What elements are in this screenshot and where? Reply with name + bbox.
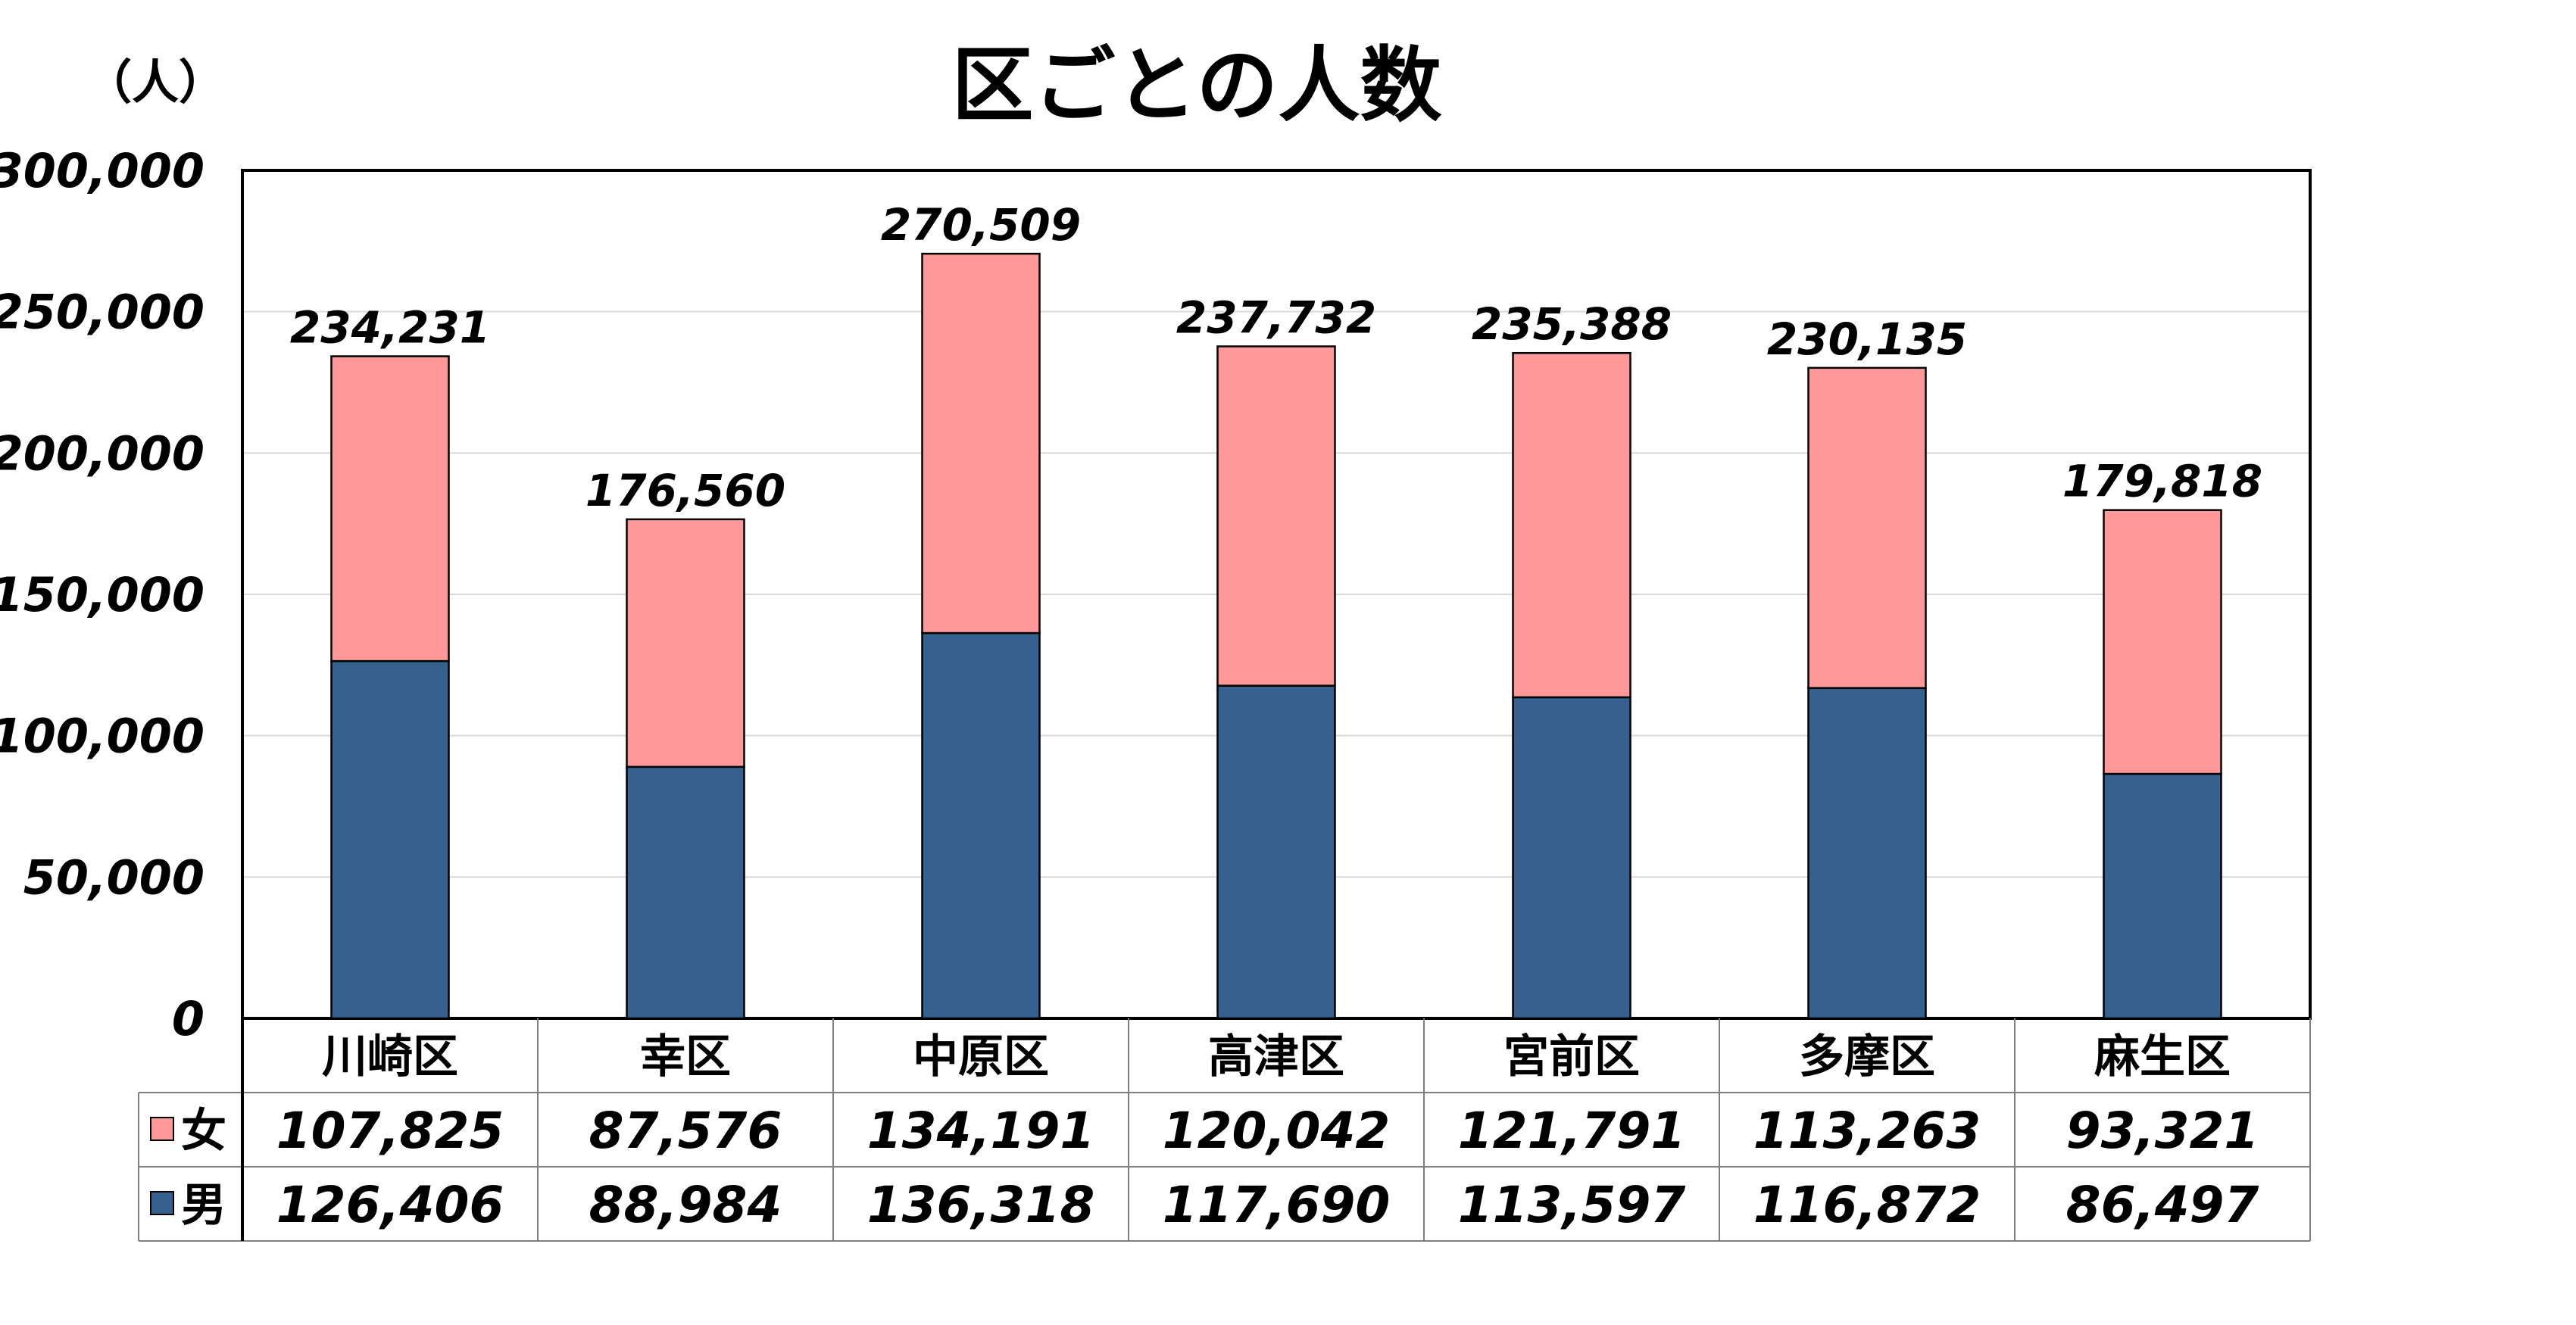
bar-female — [1216, 345, 1336, 687]
legend-swatch-female — [150, 1117, 174, 1141]
bar-male — [1512, 696, 1631, 1020]
total-label: 234,231 — [290, 302, 490, 354]
bar-male — [921, 631, 1041, 1020]
table-cell-value: 107,825 — [276, 1102, 504, 1160]
total-labels: 234,231 176,560 270,509 237,732 235,388 230,1… — [290, 199, 2262, 516]
category-label: 川崎区 — [322, 1030, 458, 1083]
legend-label-female: 女 — [181, 1105, 226, 1158]
table-cell-value: 136,318 — [867, 1176, 1095, 1234]
y-tick-label: 200,000 — [0, 426, 205, 481]
table-cell-value: 121,791 — [1458, 1102, 1686, 1160]
y-axis-unit-label: （人） — [85, 55, 226, 110]
total-label: 179,818 — [2062, 456, 2262, 507]
table-cell-value: 113,597 — [1458, 1176, 1686, 1234]
bar-male — [2103, 772, 2222, 1020]
table-cell-value: 113,263 — [1753, 1102, 1981, 1160]
category-label: 麻生区 — [2094, 1030, 2231, 1083]
category-label: 中原区 — [913, 1030, 1049, 1083]
bar-male — [626, 765, 745, 1020]
table-cell-value: 87,576 — [589, 1102, 782, 1160]
y-tick-label: 50,000 — [23, 850, 205, 905]
legend-swatch-male — [150, 1191, 174, 1215]
table-cell-value: 134,191 — [867, 1102, 1095, 1160]
y-axis-ticks: 0 50,000 100,000 150,000 200,000 250,000 300,0… — [0, 143, 205, 1046]
y-tick-label: 250,000 — [0, 285, 205, 340]
category-label: 幸区 — [640, 1030, 731, 1083]
category-label: 宮前区 — [1503, 1030, 1640, 1083]
category-label: 多摩区 — [1799, 1030, 1935, 1083]
table-cell-value: 120,042 — [1163, 1102, 1391, 1160]
bar-male — [1216, 684, 1336, 1020]
total-label: 235,388 — [1472, 298, 1672, 350]
bar-female — [2103, 509, 2222, 775]
bar-female — [1807, 366, 1927, 689]
bar-male — [330, 659, 450, 1020]
chart-title: 区ごとの人数 — [952, 39, 1442, 133]
table-cell-value: 93,321 — [2066, 1102, 2259, 1160]
legend-label-male: 男 — [181, 1179, 226, 1232]
bar-female — [330, 355, 450, 662]
table-cell-value: 117,690 — [1163, 1176, 1391, 1234]
total-label: 237,732 — [1176, 292, 1376, 343]
total-label: 270,509 — [881, 199, 1081, 251]
category-label: 高津区 — [1208, 1030, 1344, 1083]
bar-female — [1512, 351, 1631, 699]
table-cell-value: 88,984 — [589, 1176, 782, 1234]
bar-female — [921, 252, 1041, 634]
total-label: 176,560 — [585, 465, 785, 516]
bar-male — [1807, 687, 1927, 1020]
total-label: 230,135 — [1767, 313, 1967, 365]
bar-female — [626, 518, 745, 768]
y-tick-label: 100,000 — [0, 709, 205, 764]
y-tick-label: 0 — [172, 991, 205, 1046]
y-tick-label: 150,000 — [0, 567, 205, 622]
table-cell-value: 86,497 — [2066, 1176, 2259, 1234]
y-tick-label: 300,000 — [0, 143, 205, 198]
table-cell-value: 126,406 — [276, 1176, 504, 1234]
table-cell-value: 116,872 — [1753, 1176, 1981, 1234]
bars — [330, 252, 2222, 1020]
